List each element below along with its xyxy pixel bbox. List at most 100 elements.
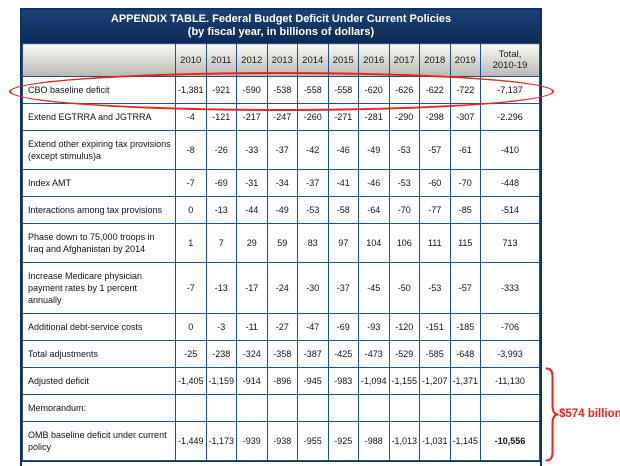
value-cell: -151 xyxy=(419,313,451,341)
row-label: Adjusted deficit xyxy=(22,367,176,395)
value-cell: -4 xyxy=(175,103,207,131)
value-cell: 106 xyxy=(388,223,420,263)
value-cell: -1,207 xyxy=(419,367,451,395)
value-cell: -988 xyxy=(358,421,390,461)
value-cell: -425 xyxy=(327,340,359,368)
row-label: Additional debt-service costs xyxy=(22,313,176,341)
table-body: CBO baseline deficit -1,381 -921 -590 -538 -5… xyxy=(22,76,540,461)
table-row: CBO baseline deficit -1,381 -921 -590 -538 -5… xyxy=(22,76,540,104)
value-cell: -7 xyxy=(175,169,207,197)
value-cell: -921 xyxy=(205,76,237,104)
table-title: APPENDIX TABLE. Federal Budget Deficit U… xyxy=(22,10,540,43)
table-row: Extend EGTRRA and JGTRRA -4 -121 -217 -247 -2… xyxy=(22,103,540,131)
total-cell: -7,137 xyxy=(480,76,540,104)
table-row: Total adjustments -25 -238 -324 -358 -387 -425… xyxy=(22,340,540,368)
value-cell: 1 xyxy=(175,223,207,263)
value-cell: -358 xyxy=(266,340,298,368)
total-cell: -514 xyxy=(480,196,540,224)
value-cell: -53 xyxy=(388,130,420,170)
column-header-year: 2018 xyxy=(419,43,451,77)
value-cell: -622 xyxy=(419,76,451,104)
table-row: Interactions among tax provisions 0 -13 -44… xyxy=(22,196,540,224)
row-label: OMB baseline deficit under current polic… xyxy=(22,421,176,461)
value-cell: 0 xyxy=(175,313,207,341)
row-label: Extend other expiring tax provisions (ex… xyxy=(22,130,176,170)
value-cell: 83 xyxy=(297,223,329,263)
value-cell: -648 xyxy=(449,340,481,368)
value-cell: -529 xyxy=(388,340,420,368)
table-row: OMB baseline deficit under current polic… xyxy=(22,421,540,461)
total-cell: -11,130 xyxy=(480,367,540,395)
value-cell: -1,155 xyxy=(388,367,420,395)
row-label: CBO baseline deficit xyxy=(22,76,176,104)
value-cell xyxy=(297,394,329,422)
table-title-line1: APPENDIX TABLE. Federal Budget Deficit U… xyxy=(110,13,452,25)
value-cell: -69 xyxy=(327,313,359,341)
table-title-line2: (by fiscal year, in billions of dollars) xyxy=(187,26,375,38)
value-cell: -85 xyxy=(449,196,481,224)
value-cell: -61 xyxy=(449,130,481,170)
table-row: Adjusted deficit -1,405 -1,159 -914 -896 -945… xyxy=(22,367,540,395)
value-cell: -620 xyxy=(358,76,390,104)
column-header-year: 2011 xyxy=(205,43,237,77)
total-cell: -448 xyxy=(480,169,540,197)
value-cell: -49 xyxy=(266,196,298,224)
row-label-header xyxy=(22,43,176,77)
value-cell: -247 xyxy=(266,103,298,131)
value-cell: -49 xyxy=(358,130,390,170)
row-label: Interactions among tax provisions xyxy=(22,196,176,224)
value-cell: 0 xyxy=(175,196,207,224)
row-label: Memorandum: xyxy=(22,394,176,422)
value-cell: -538 xyxy=(266,76,298,104)
value-cell: -558 xyxy=(327,76,359,104)
value-cell: -939 xyxy=(236,421,268,461)
total-cell: -333 xyxy=(480,262,540,314)
value-cell: -53 xyxy=(297,196,329,224)
value-cell: -31 xyxy=(236,169,268,197)
value-cell: -60 xyxy=(419,169,451,197)
value-cell: -1,013 xyxy=(388,421,420,461)
value-cell: -1,405 xyxy=(175,367,207,395)
value-cell: -50 xyxy=(388,262,420,314)
value-cell: 97 xyxy=(327,223,359,263)
value-cell: -37 xyxy=(327,262,359,314)
value-cell: -1,094 xyxy=(358,367,390,395)
value-cell xyxy=(236,394,268,422)
value-cell: -121 xyxy=(205,103,237,131)
table-row: Phase down to 75,000 troops in Iraq and … xyxy=(22,223,540,263)
value-cell: -30 xyxy=(297,262,329,314)
value-cell: -945 xyxy=(297,367,329,395)
total-cell: -410 xyxy=(480,130,540,170)
value-cell: -1,145 xyxy=(449,421,481,461)
table-row: Increase Medicare physician payment rate… xyxy=(22,262,540,314)
value-cell: -722 xyxy=(449,76,481,104)
value-cell: -41 xyxy=(327,169,359,197)
value-cell: -914 xyxy=(236,367,268,395)
table-row: Memorandum: xyxy=(22,394,540,422)
value-cell: -42 xyxy=(297,130,329,170)
value-cell: -70 xyxy=(388,196,420,224)
total-cell: -10,556 xyxy=(480,421,540,461)
value-cell: -324 xyxy=(236,340,268,368)
value-cell: -1,031 xyxy=(419,421,451,461)
value-cell: 7 xyxy=(205,223,237,263)
value-cell: -626 xyxy=(388,76,420,104)
row-label: Increase Medicare physician payment rate… xyxy=(22,262,176,314)
deficit-table: 2010 2011 2012 2013 2014 2015 2016 2017 2018 2019… xyxy=(22,43,540,461)
value-cell: -1,173 xyxy=(205,421,237,461)
value-cell: -558 xyxy=(297,76,329,104)
value-cell xyxy=(266,394,298,422)
value-cell: -1,159 xyxy=(205,367,237,395)
value-cell: -13 xyxy=(205,196,237,224)
value-cell: -37 xyxy=(297,169,329,197)
value-cell xyxy=(449,394,481,422)
value-cell: -47 xyxy=(297,313,329,341)
value-cell: -1,371 xyxy=(449,367,481,395)
year-header-row: 2010 2011 2012 2013 2014 2015 2016 2017 2018 2019… xyxy=(22,43,540,77)
row-label: Extend EGTRRA and JGTRRA xyxy=(22,103,176,131)
value-cell: -77 xyxy=(419,196,451,224)
value-cell: -590 xyxy=(236,76,268,104)
value-cell: -1,449 xyxy=(175,421,207,461)
table-row: Index AMT -7 -69 -31 -34 -37 -41 -46 -53 -60 -70 -4… xyxy=(22,169,540,197)
